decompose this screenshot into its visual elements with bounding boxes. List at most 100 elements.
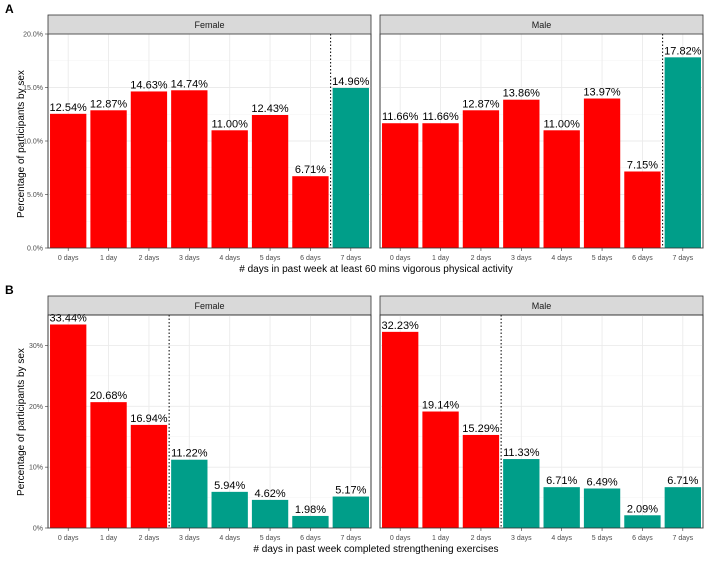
chart-1-facet-0-bar-label-4: 5.94%: [214, 480, 245, 492]
chart-0-facet-1-bar-5: [583, 98, 621, 248]
chart-1-facet-1-bar-label-7: 6.71%: [667, 475, 698, 487]
chart-0-facet-0-ytick-label-2: 10.0%: [23, 139, 43, 146]
chart-0-facet-1-bar-label-3: 13.86%: [503, 88, 541, 100]
chart-1-facet-1-bar-label-1: 19.14%: [422, 400, 460, 412]
chart-1-facet-0-panel: Female 33.44% 20.68%16.94% 11.22% 5.94% 4.62%…: [29, 295, 372, 542]
chart-0-facet-1-bar-label-4: 11.00%: [543, 118, 580, 130]
chart-1-facet-0-bar-label-6: 1.98%: [295, 504, 326, 516]
chart-1-facet-1-bar-1: [422, 411, 459, 528]
panel-a-xlabel: # days in past week at least 60 mins vig…: [239, 264, 512, 275]
chart-1-facet-1-bar-label-2: 15.29%: [462, 423, 500, 435]
chart-0-facet-1-bar-7: [664, 57, 701, 248]
chart-0-facet-0-panel: Female 12.54% 12.87%14.63% 14.74% 11.00%12.4…: [23, 14, 372, 262]
chart-1-facet-0-xtick-label-1: 1 day: [100, 535, 118, 542]
chart-1-facet-0-xtick-label-3: 3 days: [179, 535, 200, 542]
chart-1-facet-1-xtick-label-4: 4 days: [551, 535, 572, 542]
chart-0-facet-0-bar-label-0: 12.54%: [50, 102, 88, 114]
chart-1-facet-0-bar-label-3: 11.22%: [171, 448, 208, 460]
chart-0-facet-0-bar-label-1: 12.87%: [90, 98, 128, 110]
chart-1-facet-0-ytick-label-2: 20%: [29, 404, 43, 411]
chart-1-facet-1-bar-4: [543, 487, 580, 528]
chart-0-facet-0-bar-1: [90, 110, 127, 248]
chart-1-facet-0-bar-3: [171, 459, 208, 528]
chart-1-facet-0-xtick-label-5: 5 days: [260, 535, 281, 542]
chart-1-facet-0-bar-label-5: 4.62%: [254, 488, 285, 500]
chart-1-facet-1-bar-label-4: 6.71%: [546, 475, 577, 487]
chart-0-facet-1-strip-label: Male: [532, 20, 552, 30]
chart-1-facet-0-bar-7: [332, 496, 369, 528]
chart-0-facet-0-bar-label-5: 12.43%: [251, 103, 289, 115]
chart-0-facet-1-xtick-label-7: 7 days: [673, 255, 694, 262]
chart-1-facet-0-bar-label-7: 5.17%: [335, 485, 366, 497]
chart-0-facet-1-bar-2: [462, 110, 500, 248]
chart-0-facet-1-bar-label-6: 7.15%: [627, 159, 658, 171]
chart-0-facet-0-bar-label-3: 14.74%: [171, 78, 209, 90]
chart-1-facet-1-border: [379, 314, 704, 529]
chart-1-facet-1-bar-7: [664, 487, 701, 528]
chart-0-facet-0-bar-label-7: 14.96%: [332, 76, 370, 88]
chart-1-facet-0-ytick-label-1: 10%: [29, 465, 43, 472]
chart-1-facet-0-bar-5: [251, 499, 289, 528]
chart-0-facet-0-bar-3: [171, 90, 208, 248]
chart-0-facet-0-bar-label-6: 6.71%: [295, 164, 326, 176]
chart-1-facet-0-ytick-label-3: 30%: [29, 343, 43, 350]
chart-0-facet-1-bar-label-0: 11.66%: [382, 111, 419, 123]
chart-0-facet-0-bar-label-4: 11.00%: [211, 118, 248, 130]
chart-0-facet-1-bar-label-1: 11.66%: [422, 111, 459, 123]
chart-0-facet-1-xtick-label-0: 0 days: [390, 255, 411, 262]
chart-0-facet-0-xtick-label-4: 4 days: [219, 255, 240, 262]
chart-0-facet-1-xtick-label-1: 1 day: [432, 255, 450, 262]
panel-b-xlabel: # days in past week completed strengthen…: [253, 544, 498, 555]
chart-1-facet-1-xtick-label-2: 2 days: [471, 535, 492, 542]
chart-0-facet-0-xtick-label-1: 1 day: [100, 255, 118, 262]
chart-0-facet-0-bar-label-2: 14.63%: [130, 79, 168, 91]
chart-1-facet-0-xtick-label-7: 7 days: [341, 535, 362, 542]
panel-a-ylabel: Percentage of participants by sex: [16, 70, 27, 218]
chart-1-facet-0-bar-0: [50, 324, 87, 528]
chart-1-facet-1-xtick-label-6: 6 days: [632, 535, 653, 542]
chart-1-facet-0-bar-6: [292, 515, 329, 528]
chart-0-facet-1-bar-label-2: 12.87%: [462, 98, 500, 110]
chart-1-facet-0-xtick-label-6: 6 days: [300, 535, 321, 542]
chart-1-facet-1-bar-0: [382, 331, 419, 528]
chart-0-facet-0-xtick-label-2: 2 days: [139, 255, 160, 262]
chart-1-facet-1-xtick-label-5: 5 days: [592, 535, 613, 542]
chart-0-facet-0-ytick-label-0: 0.0%: [27, 246, 43, 253]
chart-1-facet-0-bar-2: [130, 424, 168, 528]
chart-0-facet-1-bar-label-7: 17.82%: [664, 45, 702, 57]
chart-1-facet-0-strip-label: Female: [194, 301, 224, 311]
chart-1-facet-1-xtick-label-1: 1 day: [432, 535, 450, 542]
chart-0-facet-1-bar-1: [422, 123, 459, 248]
chart-0-facet-1-bar-0: [382, 123, 419, 248]
chart-1-facet-0-border: [47, 314, 372, 529]
chart-0-facet-1-border: [379, 33, 704, 249]
chart-0-facet-0-ytick-label-3: 15.0%: [23, 85, 43, 92]
panel-b-tag: B: [5, 283, 14, 297]
chart-1-facet-0-bar-label-0: 33.44%: [50, 312, 88, 324]
chart-1-facet-1-bar-2: [462, 434, 500, 528]
chart-0-facet-1-xtick-label-5: 5 days: [592, 255, 613, 262]
chart-1-facet-0-xtick-label-0: 0 days: [58, 535, 79, 542]
chart-1-facet-1-panel: Male 32.23% 19.14%15.29%11.33% 6.71% 6.49% 2.…: [379, 295, 704, 542]
chart-0-facet-0-bar-5: [251, 114, 289, 249]
chart-1-facet-0-xtick-label-2: 2 days: [139, 535, 160, 542]
chart-0-facet-0-bar-2: [130, 91, 168, 248]
chart-1-facet-1-bar-label-0: 32.23%: [382, 320, 420, 332]
chart-1-facet-1-bar-label-6: 2.09%: [627, 503, 658, 515]
chart-0-facet-1-bar-4: [543, 130, 580, 248]
chart-0-facet-0-xtick-label-6: 6 days: [300, 255, 321, 262]
chart-0-facet-1-bar-6: [624, 171, 661, 248]
chart-1-facet-1-strip-label: Male: [532, 301, 552, 311]
chart-0-facet-0-xtick-label-5: 5 days: [260, 255, 281, 262]
chart-0-facet-0-strip-label: Female: [194, 20, 224, 30]
chart-1-facet-1-xtick-label-7: 7 days: [673, 535, 694, 542]
chart-0-facet-0-ytick-label-1: 5.0%: [27, 192, 43, 199]
chart-1-facet-0-bar-1: [90, 402, 127, 528]
chart-0-facet-1-xtick-label-3: 3 days: [511, 255, 532, 262]
chart-0-facet-1-xtick-label-6: 6 days: [632, 255, 653, 262]
chart-0-facet-1-xtick-label-4: 4 days: [551, 255, 572, 262]
chart-1-facet-1-xtick-label-0: 0 days: [390, 535, 411, 542]
